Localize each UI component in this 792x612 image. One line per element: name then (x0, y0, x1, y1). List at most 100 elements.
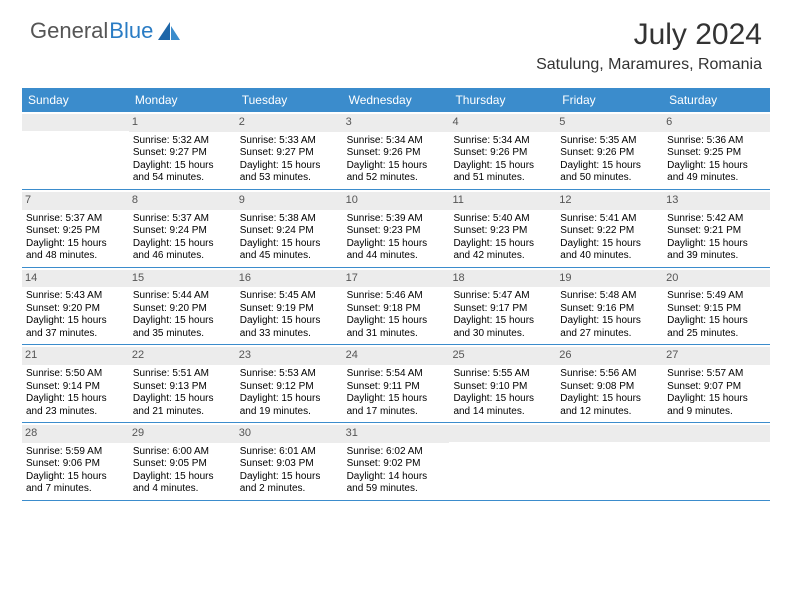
daylight-text: Daylight: 15 hours and 27 minutes. (560, 315, 659, 340)
sunrise-text: Sunrise: 5:53 AM (240, 368, 339, 381)
day-cell: 6Sunrise: 5:36 AMSunset: 9:25 PMDaylight… (663, 112, 770, 189)
day-number: 7 (22, 192, 129, 210)
day-header: Thursday (449, 88, 556, 112)
daylight-text: Daylight: 15 hours and 44 minutes. (347, 238, 446, 263)
day-header: Saturday (663, 88, 770, 112)
day-number: 16 (236, 270, 343, 288)
day-cell: 24Sunrise: 5:54 AMSunset: 9:11 PMDayligh… (343, 345, 450, 422)
day-number: 12 (556, 192, 663, 210)
daylight-text: Daylight: 15 hours and 14 minutes. (453, 393, 552, 418)
sunset-text: Sunset: 9:26 PM (347, 147, 446, 160)
sunrise-text: Sunrise: 5:47 AM (453, 290, 552, 303)
sunrise-text: Sunrise: 5:34 AM (453, 135, 552, 148)
sunset-text: Sunset: 9:24 PM (240, 225, 339, 238)
day-number: 18 (449, 270, 556, 288)
daylight-text: Daylight: 15 hours and 40 minutes. (560, 238, 659, 263)
day-cell: 16 Sunrise: 5:45 AMSunset: 9:19 PMDayligh… (236, 268, 343, 345)
calendar: Sunday Monday Tuesday Wednesday Thursday… (22, 88, 770, 501)
logo-sail-icon (156, 20, 182, 42)
sunset-text: Sunset: 9:10 PM (453, 381, 552, 394)
day-cell: 10Sunrise: 5:39 AMSunset: 9:23 PMDayligh… (343, 190, 450, 267)
day-number: 20 (663, 270, 770, 288)
daylight-text: Daylight: 15 hours and 52 minutes. (347, 160, 446, 185)
day-cell: 30Sunrise: 6:01 AMSunset: 9:03 PMDayligh… (236, 423, 343, 500)
day-number: 5 (556, 114, 663, 132)
sunset-text: Sunset: 9:02 PM (347, 458, 446, 471)
daylight-text: Daylight: 15 hours and 23 minutes. (26, 393, 125, 418)
sunset-text: Sunset: 9:16 PM (560, 303, 659, 316)
day-number: 13 (663, 192, 770, 210)
day-number: 4 (449, 114, 556, 132)
day-cell (663, 423, 770, 500)
day-cell: 3Sunrise: 5:34 AMSunset: 9:26 PMDaylight… (343, 112, 450, 189)
daylight-text: Daylight: 15 hours and 48 minutes. (26, 238, 125, 263)
daylight-text: Daylight: 15 hours and 45 minutes. (240, 238, 339, 263)
day-number (449, 425, 556, 442)
sunset-text: Sunset: 9:17 PM (453, 303, 552, 316)
logo-word2: Blue (109, 18, 153, 44)
sunrise-text: Sunrise: 5:48 AM (560, 290, 659, 303)
sunrise-text: Sunrise: 5:54 AM (347, 368, 446, 381)
sunrise-text: Sunrise: 5:55 AM (453, 368, 552, 381)
day-number: 10 (343, 192, 450, 210)
day-number: 3 (343, 114, 450, 132)
sunset-text: Sunset: 9:19 PM (240, 303, 339, 316)
daylight-text: Daylight: 15 hours and 17 minutes. (347, 393, 446, 418)
daylight-text: Daylight: 15 hours and 54 minutes. (133, 160, 232, 185)
daylight-text: Daylight: 14 hours and 59 minutes. (347, 471, 446, 496)
day-cell: 7 Sunrise: 5:37 AMSunset: 9:25 PMDaylight… (22, 190, 129, 267)
day-number: 31 (343, 425, 450, 443)
sunset-text: Sunset: 9:14 PM (26, 381, 125, 394)
sunset-text: Sunset: 9:13 PM (133, 381, 232, 394)
day-cell: 14Sunrise: 5:43 AMSunset: 9:20 PMDayligh… (22, 268, 129, 345)
day-cell: 8Sunrise: 5:37 AMSunset: 9:24 PMDaylight… (129, 190, 236, 267)
sunrise-text: Sunrise: 5:37 AM (26, 213, 125, 226)
sunset-text: Sunset: 9:15 PM (667, 303, 766, 316)
month-title: July 2024 (536, 18, 762, 52)
sunrise-text: Sunrise: 5:59 AM (26, 446, 125, 459)
daylight-text: Daylight: 15 hours and 4 minutes. (133, 471, 232, 496)
sunset-text: Sunset: 9:27 PM (133, 147, 232, 160)
day-cell: 9Sunrise: 5:38 AMSunset: 9:24 PMDaylight… (236, 190, 343, 267)
day-header: Friday (556, 88, 663, 112)
daylight-text: Daylight: 15 hours and 46 minutes. (133, 238, 232, 263)
sunset-text: Sunset: 9:18 PM (347, 303, 446, 316)
day-number: 8 (129, 192, 236, 210)
week-row: 21Sunrise: 5:50 AMSunset: 9:14 PMDayligh… (22, 345, 770, 423)
daylight-text: Daylight: 15 hours and 7 minutes. (26, 471, 125, 496)
sunset-text: Sunset: 9:07 PM (667, 381, 766, 394)
day-cell (22, 112, 129, 189)
day-cell: 25Sunrise: 5:55 AMSunset: 9:10 PMDayligh… (449, 345, 556, 422)
day-cell: 22Sunrise: 5:51 AMSunset: 9:13 PMDayligh… (129, 345, 236, 422)
day-cell: 15Sunrise: 5:44 AMSunset: 9:20 PMDayligh… (129, 268, 236, 345)
sunrise-text: Sunrise: 5:49 AM (667, 290, 766, 303)
sunrise-text: Sunrise: 5:37 AM (133, 213, 232, 226)
sunset-text: Sunset: 9:26 PM (560, 147, 659, 160)
day-number: 28 (22, 425, 129, 443)
daylight-text: Daylight: 15 hours and 39 minutes. (667, 238, 766, 263)
sunset-text: Sunset: 9:08 PM (560, 381, 659, 394)
daylight-text: Daylight: 15 hours and 33 minutes. (240, 315, 339, 340)
day-number: 11 (449, 192, 556, 210)
daylight-text: Daylight: 15 hours and 53 minutes. (240, 160, 339, 185)
day-cell: 27Sunrise: 5:57 AMSunset: 9:07 PMDayligh… (663, 345, 770, 422)
sunrise-text: Sunrise: 5:45 AM (240, 290, 339, 303)
sunrise-text: Sunrise: 5:50 AM (26, 368, 125, 381)
day-cell: 12Sunrise: 5:41 AMSunset: 9:22 PMDayligh… (556, 190, 663, 267)
day-number: 24 (343, 347, 450, 365)
daylight-text: Daylight: 15 hours and 21 minutes. (133, 393, 232, 418)
daylight-text: Daylight: 15 hours and 25 minutes. (667, 315, 766, 340)
sunrise-text: Sunrise: 5:33 AM (240, 135, 339, 148)
day-cell (449, 423, 556, 500)
daylight-text: Daylight: 15 hours and 31 minutes. (347, 315, 446, 340)
week-row: 7Sunrise: 5:37 AMSunset: 9:25 PMDaylight… (22, 190, 770, 268)
title-block: July 2024 Satulung, Maramures, Romania (536, 18, 762, 74)
sunset-text: Sunset: 9:05 PM (133, 458, 232, 471)
day-header: Sunday (22, 88, 129, 112)
sunrise-text: Sunrise: 5:56 AM (560, 368, 659, 381)
sunrise-text: Sunrise: 5:38 AM (240, 213, 339, 226)
sunset-text: Sunset: 9:25 PM (26, 225, 125, 238)
day-number: 2 (236, 114, 343, 132)
daylight-text: Daylight: 15 hours and 42 minutes. (453, 238, 552, 263)
day-cell: 29Sunrise: 6:00 AMSunset: 9:05 PMDayligh… (129, 423, 236, 500)
